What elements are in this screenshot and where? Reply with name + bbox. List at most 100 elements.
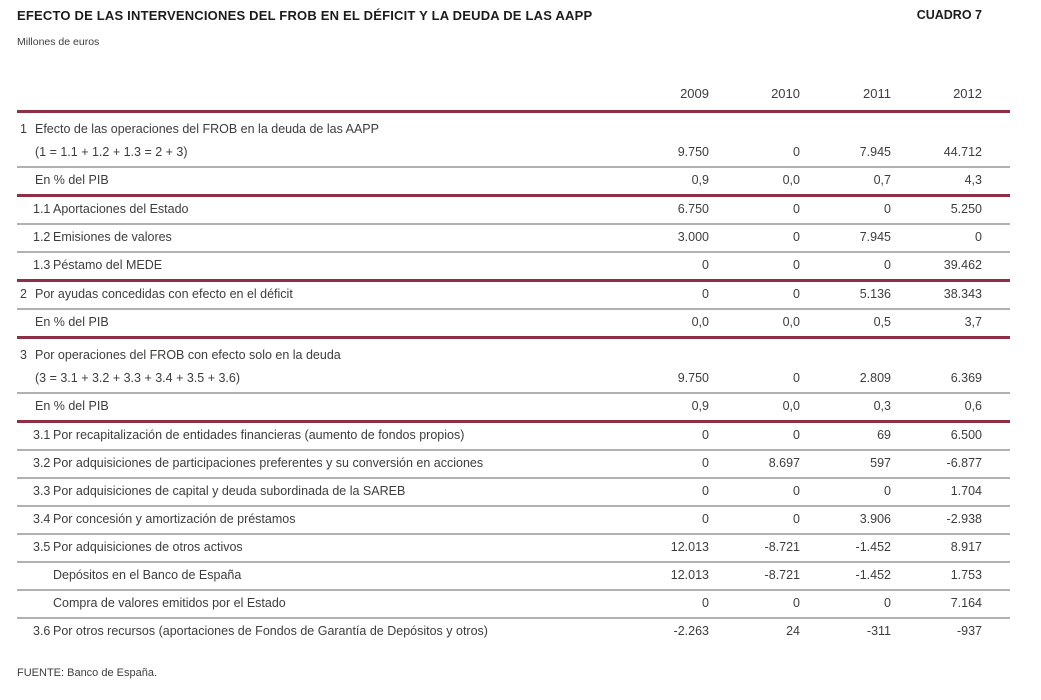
- row-label-block: Por adquisiciones de capital y deuda sub…: [53, 484, 618, 499]
- data-table: 2009 2010 2011 2012 1 Efecto de las opera…: [17, 86, 1010, 645]
- row-label-block: Efecto de las operaciones del FROB en la…: [35, 122, 618, 160]
- row-label-block: Por recapitalización de entidades financ…: [53, 428, 618, 443]
- row-label: Por concesión y amortización de préstamo…: [53, 512, 296, 526]
- value-cell: 0: [793, 371, 800, 385]
- value-cell: 69: [877, 428, 891, 442]
- row-label-block: Por ayudas concedidas con efecto en el d…: [35, 287, 618, 302]
- value-cell: 2.809: [859, 371, 891, 385]
- value-cell: 7.164: [950, 596, 982, 610]
- row-label: Por ayudas concedidas con efecto en el d…: [35, 287, 293, 301]
- row-label-block: En % del PIB: [35, 173, 618, 188]
- row-number: 1: [20, 122, 27, 136]
- value-cell: 38.343: [943, 287, 982, 301]
- value-cell: 0: [793, 484, 800, 498]
- value-cell: 0: [975, 230, 982, 244]
- table-row: 3.5 Por adquisiciones de otros activos 12.…: [17, 535, 1010, 563]
- row-label: Aportaciones del Estado: [53, 202, 189, 216]
- row-label: Por otros recursos (aportaciones de Fond…: [53, 624, 488, 638]
- table-header: EFECTO DE LAS INTERVENCIONES DEL FROB EN…: [17, 8, 1010, 23]
- value-cell: 6.500: [950, 428, 982, 442]
- value-cell: 0: [702, 456, 709, 470]
- value-cell: 0,0: [782, 399, 800, 413]
- table-row: En % del PIB 0,9 0,0 0,7 4,3: [17, 168, 1010, 197]
- value-cell: 0: [793, 287, 800, 301]
- row-label-block: Por adquisiciones de otros activos: [53, 540, 618, 555]
- row-label: Depósitos en el Banco de España: [53, 568, 242, 582]
- table-row: 3.4 Por concesión y amortización de prést…: [17, 507, 1010, 535]
- page-title: EFECTO DE LAS INTERVENCIONES DEL FROB EN…: [17, 8, 593, 23]
- table-row: En % del PIB 0,0 0,0 0,5 3,7: [17, 310, 1010, 339]
- value-cell: 0: [702, 596, 709, 610]
- table-row: 1.3 Péstamo del MEDE 0 0 0 39.462: [17, 253, 1010, 282]
- row-label: Efecto de las operaciones del FROB en la…: [35, 122, 379, 136]
- units-label: Millones de euros: [17, 36, 100, 48]
- row-label: Por adquisiciones de otros activos: [53, 540, 243, 554]
- value-cell: 24: [786, 624, 800, 638]
- value-cell: 5.136: [859, 287, 891, 301]
- row-label-block: Emisiones de valores: [53, 230, 618, 245]
- row-formula: (3 = 3.1 + 3.2 + 3.3 + 3.4 + 3.5 + 3.6): [35, 371, 241, 385]
- value-cell: 0: [702, 484, 709, 498]
- row-label: Por adquisiciones de capital y deuda sub…: [53, 484, 406, 498]
- value-cell: 8.697: [768, 456, 800, 470]
- table-row: Depósitos en el Banco de España 12.013 -8.…: [17, 563, 1010, 591]
- value-cell: 6.369: [950, 371, 982, 385]
- row-label: Emisiones de valores: [53, 230, 172, 244]
- value-cell: 39.462: [943, 258, 982, 272]
- row-label-block: Aportaciones del Estado: [53, 202, 618, 217]
- value-cell: 0,0: [782, 315, 800, 329]
- row-number: 3.1: [33, 428, 51, 442]
- year-column-2010: 2010: [771, 86, 800, 101]
- value-cell: 9.750: [677, 371, 709, 385]
- table-row: 3.2 Por adquisiciones de participaciones …: [17, 451, 1010, 479]
- value-cell: 0: [793, 512, 800, 526]
- value-cell: 0: [702, 258, 709, 272]
- row-label-block: Péstamo del MEDE: [53, 258, 618, 273]
- row-label: En % del PIB: [35, 399, 109, 413]
- value-cell: 0,3: [873, 399, 891, 413]
- value-cell: 0: [702, 512, 709, 526]
- document-page: EFECTO DE LAS INTERVENCIONES DEL FROB EN…: [17, 8, 1010, 679]
- value-cell: 0: [884, 484, 891, 498]
- table-body: 1 Efecto de las operaciones del FROB en l…: [17, 113, 1010, 645]
- value-cell: 0: [793, 145, 800, 159]
- value-cell: -311: [866, 624, 891, 638]
- row-label-block: Compra de valores emitidos por el Estado: [53, 596, 618, 611]
- value-cell: 3,7: [964, 315, 982, 329]
- table-row: 3.1 Por recapitalización de entidades fin…: [17, 423, 1010, 451]
- row-label: Por operaciones del FROB con efecto solo…: [35, 348, 341, 362]
- value-cell: 0,9: [691, 173, 709, 187]
- value-cell: 0: [884, 258, 891, 272]
- table-row: 1.1 Aportaciones del Estado 6.750 0 0 5.250: [17, 197, 1010, 225]
- value-cell: 5.250: [950, 202, 982, 216]
- value-cell: 0,0: [782, 173, 800, 187]
- table-row: 1 Efecto de las operaciones del FROB en l…: [17, 113, 1010, 168]
- value-cell: 0: [793, 230, 800, 244]
- row-label: Péstamo del MEDE: [53, 258, 163, 272]
- row-label: En % del PIB: [35, 173, 109, 187]
- value-cell: 12.013: [670, 540, 709, 554]
- value-cell: 0,7: [873, 173, 891, 187]
- value-cell: 0,6: [964, 399, 982, 413]
- table-row: Compra de valores emitidos por el Estado…: [17, 591, 1010, 619]
- value-cell: -2.938: [946, 512, 982, 526]
- row-label-block: Por otros recursos (aportaciones de Fond…: [53, 624, 618, 639]
- value-cell: 0: [702, 428, 709, 442]
- value-cell: 0: [884, 202, 891, 216]
- value-cell: 7.945: [859, 145, 891, 159]
- row-label-block: En % del PIB: [35, 399, 618, 414]
- table-row: En % del PIB 0,9 0,0 0,3 0,6: [17, 394, 1010, 423]
- value-cell: 597: [870, 456, 891, 470]
- value-cell: 3.906: [859, 512, 891, 526]
- value-cell: 0,0: [691, 315, 709, 329]
- value-cell: -937: [956, 624, 982, 638]
- row-number: 3.6: [33, 624, 51, 638]
- year-header-row: 2009 2010 2011 2012: [17, 86, 1010, 113]
- table-number-label: CUADRO 7: [916, 8, 982, 22]
- row-number: 3.2: [33, 456, 51, 470]
- value-cell: 4,3: [964, 173, 982, 187]
- row-number: 1.1: [33, 202, 51, 216]
- value-cell: 0: [793, 428, 800, 442]
- value-cell: -8.721: [764, 568, 800, 582]
- row-label-block: Por adquisiciones de participaciones pre…: [53, 456, 618, 471]
